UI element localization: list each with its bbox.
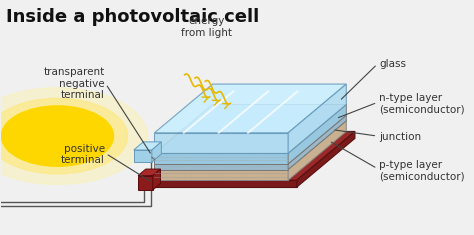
Polygon shape: [152, 142, 161, 162]
Polygon shape: [288, 115, 346, 169]
Text: glass: glass: [379, 59, 406, 69]
Polygon shape: [155, 153, 288, 164]
Text: Inside a photovoltaic cell: Inside a photovoltaic cell: [6, 8, 259, 26]
Circle shape: [0, 88, 147, 184]
Polygon shape: [134, 150, 152, 162]
Polygon shape: [146, 131, 355, 180]
Polygon shape: [146, 180, 297, 187]
Polygon shape: [138, 169, 161, 176]
Polygon shape: [155, 169, 288, 180]
Polygon shape: [155, 121, 346, 169]
Polygon shape: [155, 84, 346, 133]
Polygon shape: [288, 105, 346, 164]
Circle shape: [1, 106, 113, 166]
Text: junction: junction: [379, 132, 421, 142]
Text: p-type layer
(semiconductor): p-type layer (semiconductor): [379, 160, 465, 182]
Polygon shape: [155, 133, 288, 153]
Polygon shape: [153, 169, 161, 190]
Polygon shape: [288, 121, 346, 180]
Text: transparent
negative
terminal: transparent negative terminal: [44, 67, 105, 100]
Circle shape: [0, 98, 128, 174]
Polygon shape: [155, 115, 346, 164]
Text: energy
from light: energy from light: [181, 16, 232, 38]
Text: positive
terminal: positive terminal: [61, 144, 105, 165]
Polygon shape: [138, 176, 153, 190]
Polygon shape: [134, 142, 161, 150]
Polygon shape: [155, 105, 346, 153]
Polygon shape: [288, 84, 346, 153]
Polygon shape: [155, 164, 288, 169]
Polygon shape: [297, 131, 355, 187]
Text: n-type layer
(semiconductor): n-type layer (semiconductor): [379, 93, 465, 114]
